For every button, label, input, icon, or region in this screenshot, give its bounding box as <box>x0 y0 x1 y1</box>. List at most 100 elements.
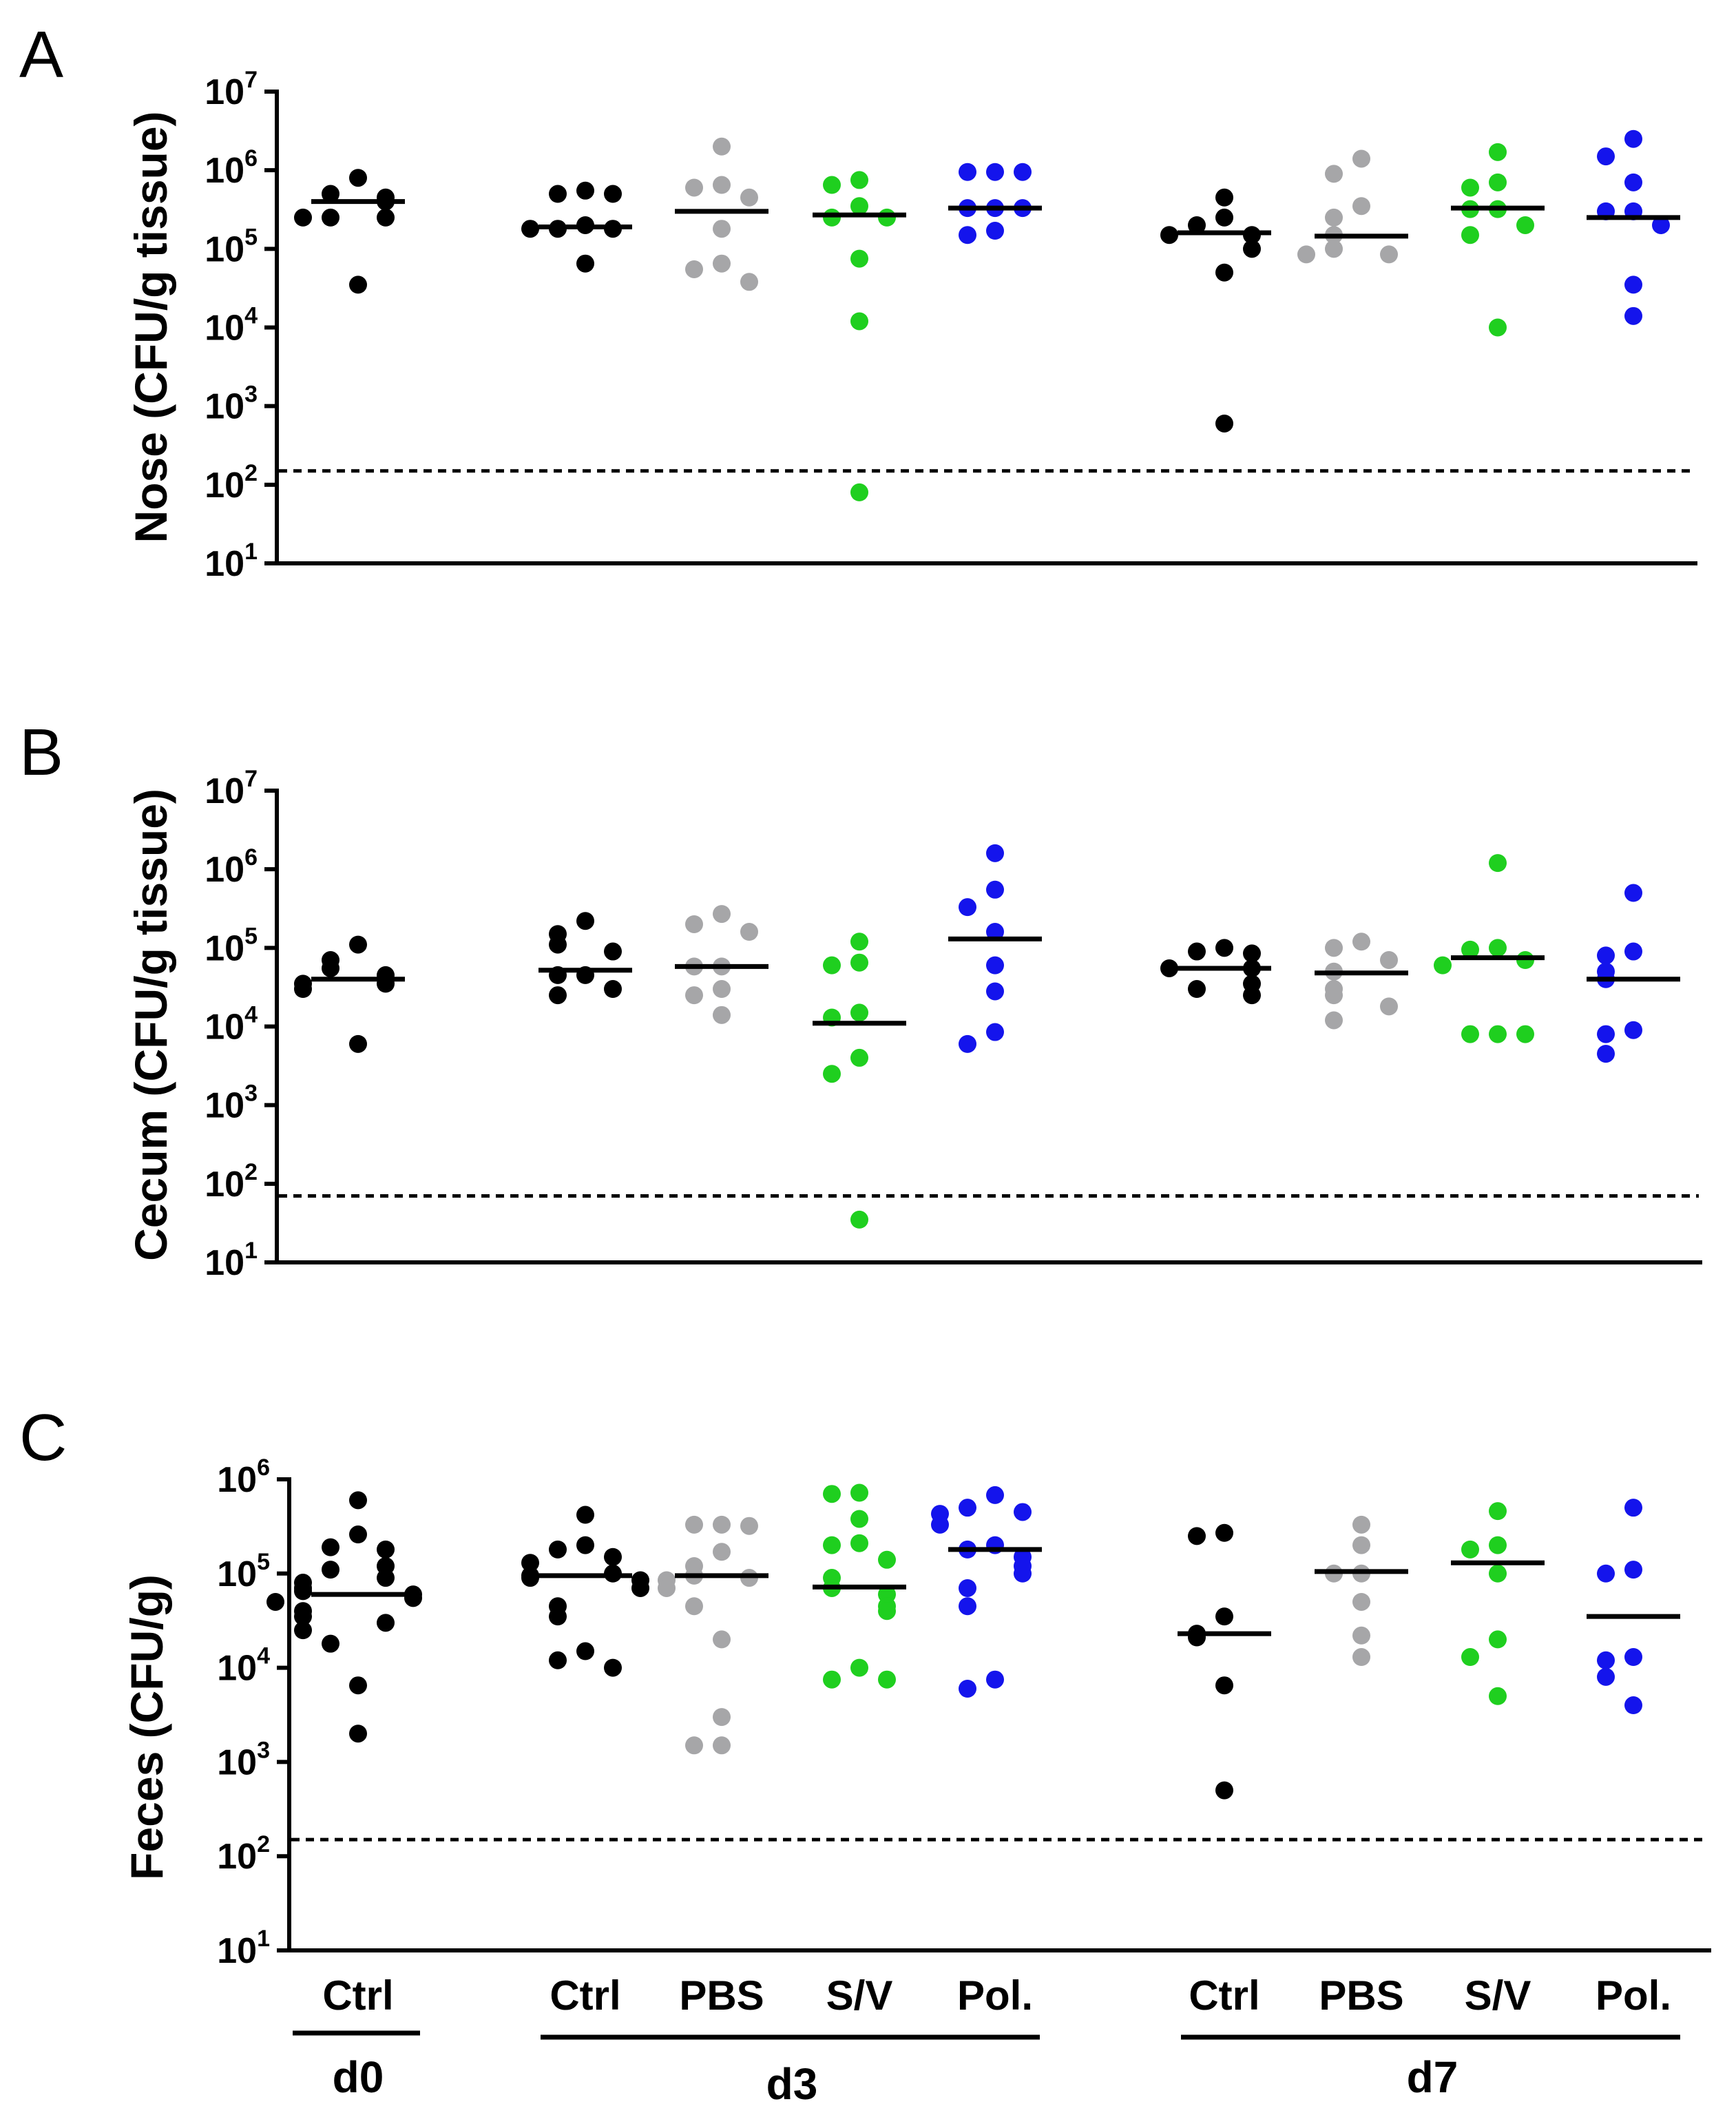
data-point <box>1624 275 1642 294</box>
data-point <box>685 915 703 933</box>
y-tick-exponent: 1 <box>257 1926 270 1952</box>
group-d7-ctrl <box>1160 188 1271 433</box>
data-point <box>1624 884 1642 902</box>
x-category-label: PBS <box>1319 1972 1403 2019</box>
group-d3-pol <box>948 844 1042 1053</box>
y-tick-label: 105 <box>205 224 258 269</box>
y-tick-exponent: 4 <box>244 1002 258 1028</box>
data-point <box>850 1658 868 1677</box>
group-d3-ctrl <box>538 912 632 1005</box>
y-tick-label: 102 <box>217 1831 270 1877</box>
data-point <box>823 1536 841 1554</box>
data-point <box>959 1597 976 1616</box>
data-point <box>377 1540 395 1559</box>
data-point <box>604 185 622 203</box>
group-d7-ctrl <box>1178 1523 1271 1800</box>
data-point <box>604 980 622 999</box>
data-point <box>1461 178 1479 197</box>
data-point <box>1352 933 1370 951</box>
data-point <box>1624 173 1642 191</box>
x-category-label: Ctrl <box>1189 1972 1259 2019</box>
y-tick-label: 107 <box>205 67 258 112</box>
data-point <box>1597 1651 1615 1669</box>
data-point <box>377 1569 395 1587</box>
data-point <box>1215 1781 1233 1800</box>
data-point <box>713 905 731 924</box>
data-point <box>1014 1503 1032 1521</box>
data-point <box>1325 986 1343 1005</box>
data-point <box>1516 216 1534 234</box>
data-point <box>1597 1025 1615 1043</box>
y-tick-label: 103 <box>205 1081 258 1126</box>
y-tick-base: 10 <box>205 1086 244 1126</box>
data-point <box>1325 165 1343 183</box>
data-point <box>576 912 594 930</box>
data-point <box>658 1579 676 1597</box>
data-point <box>1325 1011 1343 1030</box>
data-point <box>349 1725 367 1743</box>
group-d7-pbs <box>1297 149 1408 264</box>
data-point <box>631 1579 649 1597</box>
data-point <box>878 1550 896 1569</box>
data-point <box>404 1589 422 1607</box>
y-tick-exponent: 7 <box>244 766 258 792</box>
group-d3-ctrl <box>521 181 632 273</box>
data-point <box>850 197 868 216</box>
group-d7-sv <box>1434 854 1545 1043</box>
y-tick-exponent: 7 <box>244 67 258 93</box>
data-point <box>713 1543 731 1561</box>
y-tick-exponent: 6 <box>244 145 258 171</box>
data-point <box>1215 939 1233 957</box>
data-point <box>604 1658 622 1677</box>
data-point <box>1624 942 1642 961</box>
data-point <box>549 185 567 203</box>
data-point <box>1489 173 1507 191</box>
data-point <box>349 1525 367 1544</box>
y-tick-base: 10 <box>205 1165 244 1205</box>
y-tick-exponent: 3 <box>257 1737 270 1763</box>
data-point <box>850 1483 868 1502</box>
data-point <box>986 222 1004 240</box>
y-tick-label: 105 <box>205 923 258 968</box>
data-point <box>959 1679 976 1698</box>
data-point <box>986 1486 1004 1504</box>
data-point <box>1297 245 1315 264</box>
y-tick-label: 107 <box>205 766 258 811</box>
data-point <box>377 208 395 227</box>
data-point <box>713 1630 731 1649</box>
group-d7-pol <box>1587 129 1680 325</box>
data-point <box>685 178 703 197</box>
y-tick-label: 106 <box>205 145 258 191</box>
y-tick-exponent: 4 <box>257 1643 270 1669</box>
data-point <box>1188 942 1206 961</box>
y-tick-base: 10 <box>205 387 244 427</box>
data-point <box>1597 1564 1615 1583</box>
data-point <box>1352 1592 1370 1611</box>
group-d7-sv <box>1451 143 1545 337</box>
y-tick-base: 10 <box>205 1008 244 1048</box>
x-category-label: Ctrl <box>322 1972 393 2019</box>
y-tick-exponent: 2 <box>257 1831 270 1857</box>
data-point <box>1489 1025 1507 1043</box>
data-point <box>1325 208 1343 227</box>
data-point <box>1352 1515 1370 1534</box>
y-tick-base: 10 <box>217 1460 257 1500</box>
data-point <box>1489 1502 1507 1521</box>
data-point <box>713 980 731 999</box>
y-tick-exponent: 2 <box>244 460 258 486</box>
data-point <box>1243 240 1261 258</box>
data-point <box>959 898 976 917</box>
data-point <box>349 935 367 954</box>
data-point <box>322 1538 339 1556</box>
data-point <box>1352 1648 1370 1667</box>
y-tick-base: 10 <box>205 229 244 269</box>
data-point <box>850 933 868 951</box>
group-d7-pol <box>1587 884 1680 1063</box>
data-point <box>1461 1648 1479 1667</box>
data-point <box>959 226 976 244</box>
y-tick-base: 10 <box>205 309 244 348</box>
group-d7-pol <box>1587 1499 1680 1715</box>
data-point <box>1014 163 1032 181</box>
